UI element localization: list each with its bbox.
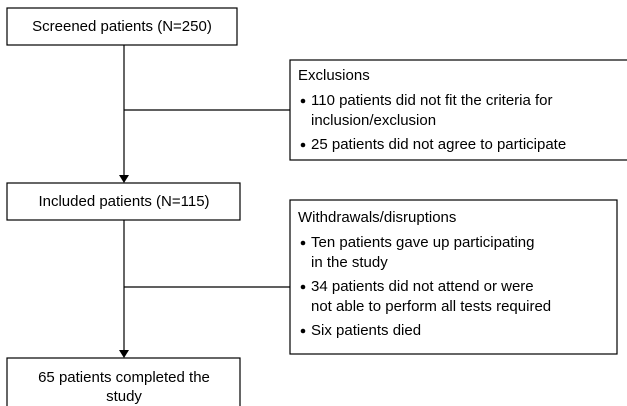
- node-box: [6, 7, 238, 46]
- side-box-title: Withdrawals/disruptions: [298, 209, 456, 226]
- bullet-text: 110 patients did not fit the criteria fo…: [311, 92, 553, 109]
- side-box: [289, 199, 618, 355]
- side-box-title: Exclusions: [298, 67, 370, 84]
- bullet-text: not able to perform all tests required: [311, 298, 551, 315]
- arrowhead: [119, 175, 129, 183]
- bullet: [300, 98, 306, 104]
- arrowhead: [119, 350, 129, 358]
- bullet: [300, 328, 306, 334]
- node-box: [6, 357, 241, 406]
- bullet-text: inclusion/exclusion: [311, 112, 436, 129]
- node-label: study: [106, 388, 142, 405]
- node-box: [6, 182, 241, 221]
- bullet-text: in the study: [311, 254, 388, 271]
- bullet: [300, 284, 306, 290]
- bullet-text: Ten patients gave up participating: [311, 234, 534, 251]
- side-box: [289, 59, 627, 161]
- bullet-text: Six patients died: [311, 322, 421, 339]
- bullet: [300, 240, 306, 246]
- bullet-text: 34 patients did not attend or were: [311, 278, 534, 295]
- node-label: Screened patients (N=250): [32, 18, 212, 35]
- bullet: [300, 142, 306, 148]
- node-label: 65 patients completed the: [38, 369, 210, 386]
- bullet-text: 25 patients did not agree to participate: [311, 136, 566, 153]
- node-label: Included patients (N=115): [38, 193, 209, 210]
